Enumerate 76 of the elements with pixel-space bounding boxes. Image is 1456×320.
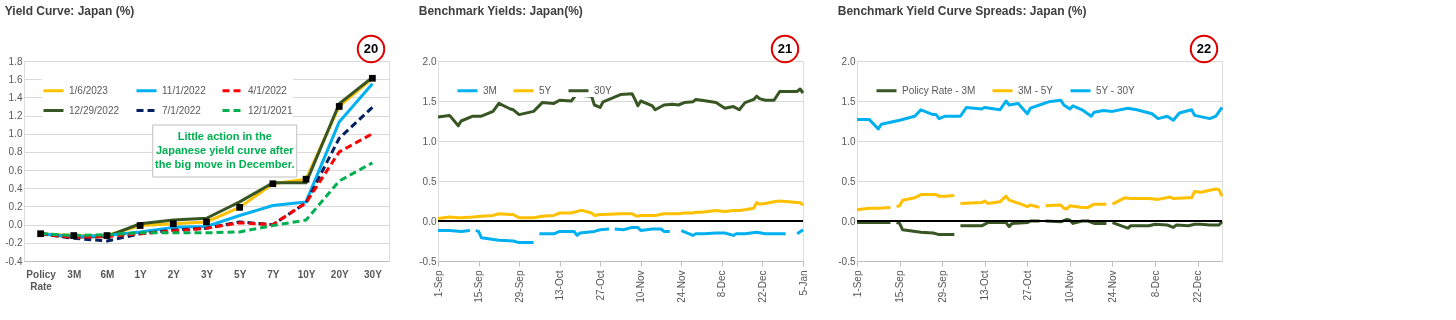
legend-label: 30Y [594, 84, 613, 96]
y-tick-label: 1.5 [841, 95, 856, 107]
x-tick-label: 1-Sep [432, 270, 444, 298]
line-series [436, 199, 805, 221]
x-tick-label: 2Y [167, 268, 181, 280]
y-tick-label: 0.5 [422, 175, 437, 187]
y-tick-label: 2.0 [422, 55, 437, 67]
y-tick-label: 0.5 [841, 175, 856, 187]
y-tick-label: 0.8 [8, 146, 23, 158]
x-tick-label: 3Y [200, 268, 214, 280]
x-tick-label: 1-Sep [851, 270, 863, 298]
line-series [436, 87, 805, 128]
x-tick-label: 30Y [364, 268, 383, 280]
y-tick-label: 1.6 [8, 73, 23, 85]
x-tick-label: 8-Dec [716, 270, 728, 298]
y-tick-label: 0.2 [8, 200, 23, 212]
x-tick-label: 24-Nov [1107, 270, 1118, 303]
chart-title: Benchmark Yield Curve Spreads: Japan (%) [837, 3, 1087, 18]
y-tick-label: -0.5 [838, 255, 856, 267]
x-tick-label: Policy Rate [26, 268, 57, 292]
x-tick-label: 22-Dec [756, 270, 768, 303]
legend-label: 12/29/2022 [69, 104, 120, 116]
x-tick-label: 13-Oct [979, 270, 991, 301]
y-tick-label: -0.4 [5, 255, 23, 267]
x-tick-label: 13-Oct [554, 270, 566, 301]
legend-label: 12/1/2021 [248, 104, 293, 116]
legend-label: 11/1/2022 [162, 84, 207, 96]
y-tick-label: 1.0 [422, 135, 437, 147]
y-tick-label: -0.5 [419, 255, 437, 267]
legend-label: 5Y - 30Y [1096, 84, 1136, 96]
y-tick-label: 0.0 [422, 215, 437, 227]
x-tick-label: 24-Nov [675, 270, 687, 303]
x-tick-label: 15-Sep [894, 270, 906, 303]
y-tick-label: 1.2 [8, 110, 23, 122]
legend-label: 5Y [539, 84, 552, 96]
x-tick-label: 15-Sep [473, 270, 485, 303]
legend-label: Policy Rate - 3M [902, 84, 976, 96]
x-tick-label: 6M [100, 268, 115, 280]
x-tick-label: 27-Oct [1021, 270, 1033, 301]
y-tick-label: 1.8 [8, 55, 23, 67]
y-tick-label: 1.5 [422, 95, 437, 107]
line-series [855, 98, 1224, 131]
y-tick-label: 1.0 [8, 128, 23, 140]
x-tick-label: 10-Nov [1064, 270, 1076, 303]
y-tick-label: 0.6 [8, 164, 23, 176]
legend-label: 4/1/2022 [248, 84, 288, 96]
y-tick-label: 2.0 [841, 55, 856, 67]
y-tick-label: 0.0 [8, 219, 23, 231]
x-tick-label: 22-Dec [1192, 270, 1204, 303]
chart-title: Benchmark Yields: Japan(%) [418, 3, 583, 18]
x-tick-label: 5-Jan [797, 270, 809, 296]
y-tick-label: 0.0 [841, 215, 856, 227]
x-tick-label: 1Y [134, 268, 148, 280]
annotation: Little action in the Japanese yield curve after the big move in December. [155, 130, 295, 170]
x-tick-label: 29-Sep [936, 270, 948, 303]
text: 22 [1196, 41, 1212, 56]
y-tick-label: 1.0 [841, 135, 856, 147]
y-tick-label: 0.4 [8, 182, 23, 194]
y-tick-label: 1.4 [8, 91, 23, 103]
x-tick-label: 3M [67, 268, 82, 280]
y-tick-label: -0.2 [5, 237, 23, 249]
legend-label: 3M [483, 84, 497, 96]
x-tick-label: 7Y [267, 268, 280, 280]
legend-label: 7/1/2022 [162, 104, 202, 116]
legend-label: 3M - 5Y [1018, 84, 1054, 96]
x-tick-label: 29-Sep [513, 270, 525, 303]
x-tick-label: 10Y [297, 268, 316, 280]
text: 21 [777, 41, 793, 56]
x-tick-label: 27-Oct [594, 270, 606, 301]
x-tick-label: 8-Dec [1149, 270, 1161, 298]
x-tick-label: 10-Nov [635, 270, 647, 303]
text: 20 [363, 41, 379, 56]
chart-title: Yield Curve: Japan (%) [4, 3, 135, 18]
x-tick-label: 5Y [234, 268, 247, 280]
legend-label: 1/6/2023 [69, 84, 109, 96]
x-tick-label: 20Y [330, 268, 349, 280]
